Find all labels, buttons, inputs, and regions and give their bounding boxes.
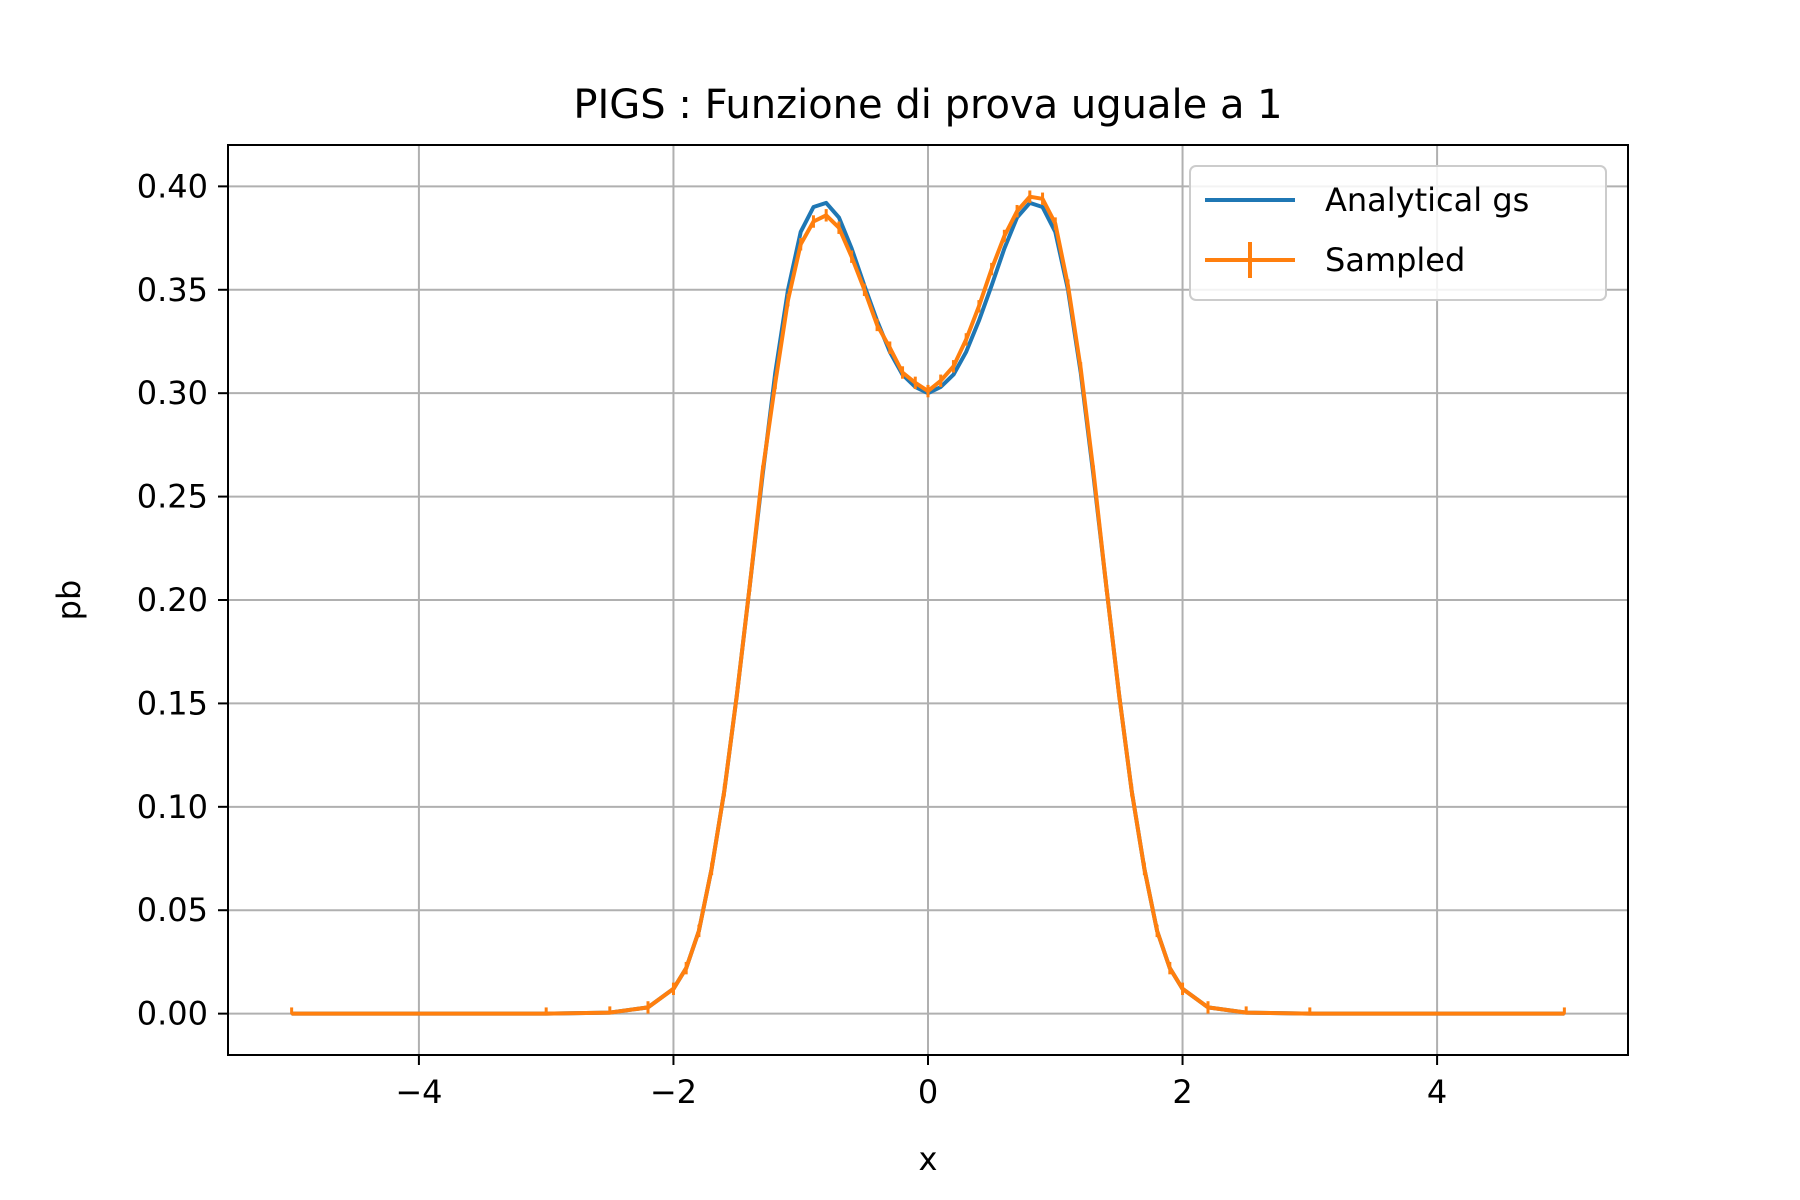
chart-title: PIGS : Funzione di prova uguale a 1 — [573, 82, 1282, 128]
legend-label: Analytical gs — [1325, 181, 1529, 219]
y-tick-label: 0.10 — [137, 788, 208, 826]
y-axis-label: pb — [50, 580, 88, 621]
data-point — [837, 216, 841, 219]
data-point — [990, 284, 993, 287]
legend-label: Sampled — [1325, 241, 1465, 279]
y-tick-label: 0.40 — [137, 167, 208, 205]
x-tick-label: 2 — [1172, 1073, 1192, 1111]
data-point — [812, 205, 815, 209]
y-tick-label: 0.15 — [137, 684, 208, 722]
data-point — [799, 230, 802, 234]
x-tick-label: 4 — [1427, 1073, 1447, 1111]
y-tick-label: 0.20 — [137, 581, 208, 619]
data-point — [977, 319, 981, 322]
plot-series — [290, 190, 1566, 1016]
x-tick-label: 0 — [918, 1073, 938, 1111]
data-point — [964, 350, 968, 354]
data-point — [850, 247, 853, 250]
ticks: −4 −2 0 2 4 0.00 0.05 0.10 0.15 0.20 0.25 0.30 0.35 0… — [137, 167, 1448, 1111]
data-point — [1003, 247, 1006, 250]
y-tick-label: 0.25 — [137, 478, 208, 516]
data-point — [824, 201, 828, 205]
y-tick-label: 0.00 — [137, 995, 208, 1033]
y-tick-label: 0.35 — [137, 271, 208, 309]
legend: Analytical gs Sampled — [1189, 165, 1607, 301]
x-tick-label: −2 — [650, 1073, 697, 1111]
x-tick-label: −4 — [395, 1073, 442, 1111]
x-axis-label: x — [919, 1140, 938, 1178]
data-point — [1041, 205, 1044, 209]
data-point — [952, 373, 955, 376]
y-tick-label: 0.05 — [137, 891, 208, 929]
y-tick-label: 0.30 — [137, 374, 208, 412]
